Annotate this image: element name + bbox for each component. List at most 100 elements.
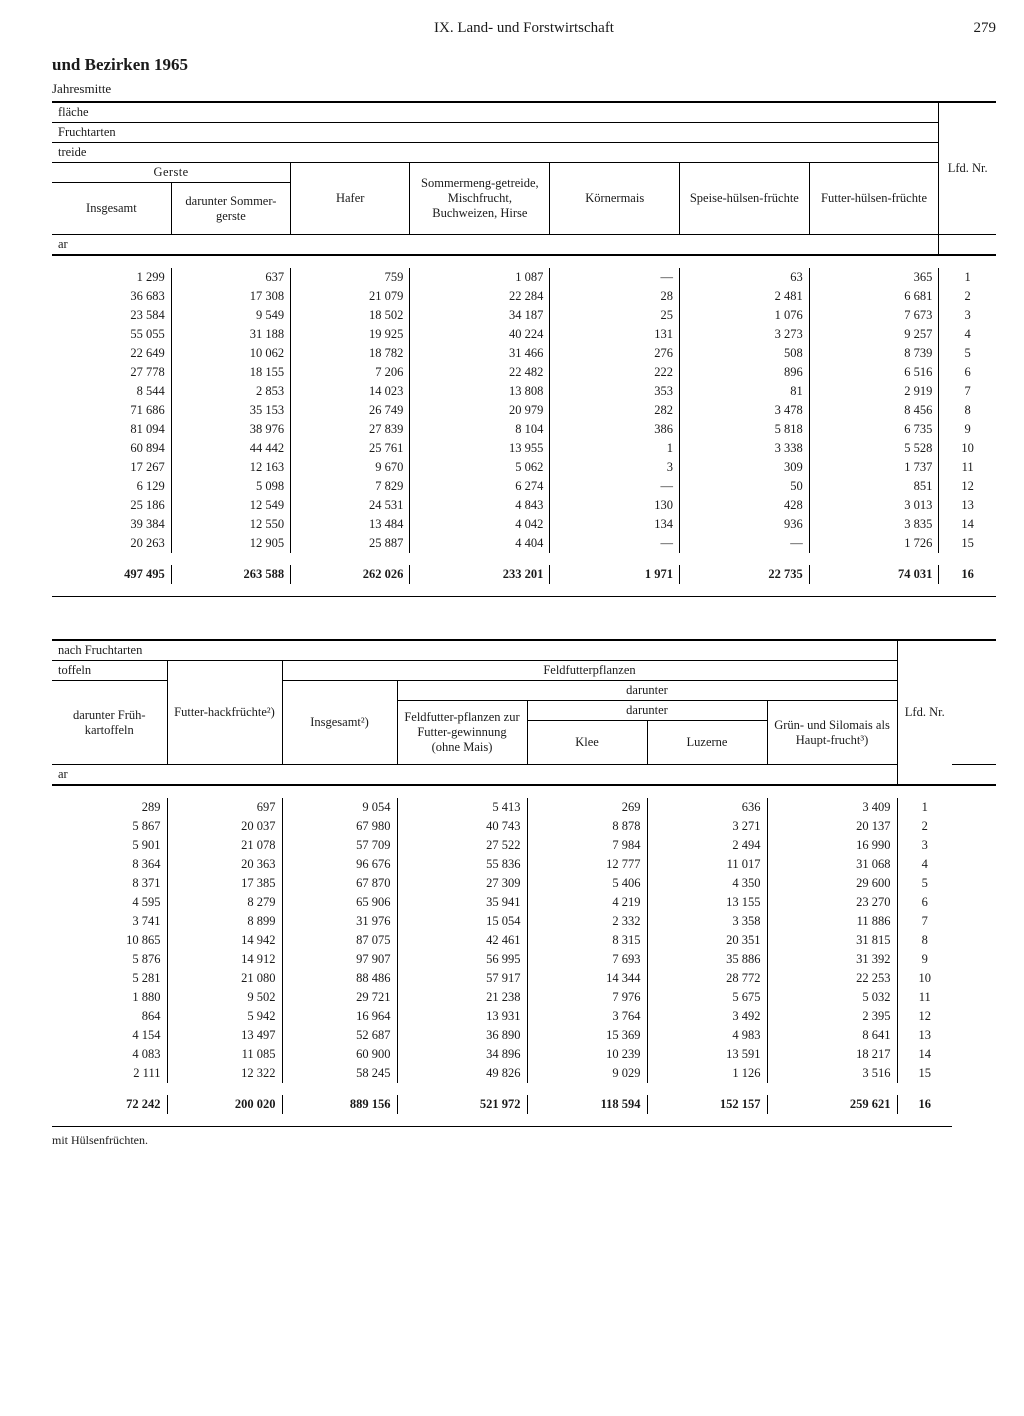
cell: — — [550, 477, 680, 496]
cell: 282 — [550, 401, 680, 420]
lfd-cell: 16 — [897, 1095, 952, 1114]
cell: 58 245 — [282, 1064, 397, 1083]
cell: 851 — [809, 477, 939, 496]
table-row: 20 26312 90525 8874 404——1 72615 — [52, 534, 996, 553]
hdr-feldfutter-group: Feldfutterpflanzen — [282, 661, 897, 681]
cell: 63 — [680, 268, 810, 287]
table-1: flächeLfd. Nr. Fruchtarten treide Gerste… — [52, 101, 996, 597]
cell: 14 344 — [527, 969, 647, 988]
table-row: 5 90121 07857 70927 5227 9842 49416 9903 — [52, 836, 996, 855]
cell: 7 829 — [291, 477, 410, 496]
table-row: 5 86720 03767 98040 7438 8783 27120 1372 — [52, 817, 996, 836]
cell: 1 726 — [809, 534, 939, 553]
cell: 31 068 — [767, 855, 897, 874]
lfd-cell: 4 — [897, 855, 952, 874]
cell: 12 163 — [171, 458, 290, 477]
cell: 5 098 — [171, 477, 290, 496]
table-row: 23 5849 54918 50234 187251 0767 6733 — [52, 306, 996, 325]
table-row: 1 8809 50229 72121 2387 9765 6755 03211 — [52, 988, 996, 1007]
cell: 88 486 — [282, 969, 397, 988]
cell: 6 274 — [410, 477, 550, 496]
hdr-fruehkart: darunter Früh-kartoffeln — [52, 681, 167, 765]
cell: 1 299 — [52, 268, 171, 287]
cell: 697 — [167, 798, 282, 817]
lfd-cell: 7 — [939, 382, 996, 401]
table-row: 8 36420 36396 67655 83612 77711 01731 06… — [52, 855, 996, 874]
cell: 26 749 — [291, 401, 410, 420]
cell: 386 — [550, 420, 680, 439]
cell: 31 466 — [410, 344, 550, 363]
cell: 6 681 — [809, 287, 939, 306]
cell: 4 350 — [647, 874, 767, 893]
cell: 20 263 — [52, 534, 171, 553]
cell: 15 369 — [527, 1026, 647, 1045]
cell: 21 080 — [167, 969, 282, 988]
cell: 14 912 — [167, 950, 282, 969]
cell: 12 322 — [167, 1064, 282, 1083]
cell: 5 062 — [410, 458, 550, 477]
table-row: 3 7418 89931 97615 0542 3323 35811 8867 — [52, 912, 996, 931]
lfd-cell: 5 — [897, 874, 952, 893]
cell: 42 461 — [397, 931, 527, 950]
cell: 12 905 — [171, 534, 290, 553]
table-row: 17 26712 1639 6705 06233091 73711 — [52, 458, 996, 477]
cell: 36 890 — [397, 1026, 527, 1045]
cell: 8 364 — [52, 855, 167, 874]
lfd-cell: 13 — [939, 496, 996, 515]
cell: 81 — [680, 382, 810, 401]
cell: 31 392 — [767, 950, 897, 969]
cell: 8 878 — [527, 817, 647, 836]
hdr-luzerne: Luzerne — [647, 721, 767, 765]
total-cell: 497 495 — [52, 565, 171, 584]
lfd-cell: 2 — [939, 287, 996, 306]
cell: 9 054 — [282, 798, 397, 817]
cell: 22 482 — [410, 363, 550, 382]
cell: 3 013 — [809, 496, 939, 515]
cell: 35 886 — [647, 950, 767, 969]
cell: 12 777 — [527, 855, 647, 874]
cell: 13 591 — [647, 1045, 767, 1064]
cell: 3 273 — [680, 325, 810, 344]
footnote: mit Hülsenfrüchten. — [52, 1133, 996, 1148]
cell: 636 — [647, 798, 767, 817]
cell: 2 494 — [647, 836, 767, 855]
hdr-fruchtarten: Fruchtarten — [52, 123, 939, 143]
lfd-cell: 1 — [939, 268, 996, 287]
lfd-cell: 2 — [897, 817, 952, 836]
cell: 28 — [550, 287, 680, 306]
cell: 1 737 — [809, 458, 939, 477]
cell: 13 808 — [410, 382, 550, 401]
cell: 15 054 — [397, 912, 527, 931]
total-cell: 200 020 — [167, 1095, 282, 1114]
cell: 309 — [680, 458, 810, 477]
cell: 3 764 — [527, 1007, 647, 1026]
lfd-cell: 14 — [897, 1045, 952, 1064]
cell: 2 111 — [52, 1064, 167, 1083]
page-number: 279 — [974, 20, 997, 37]
cell: 11 886 — [767, 912, 897, 931]
cell: 52 687 — [282, 1026, 397, 1045]
lfd-cell: 14 — [939, 515, 996, 534]
cell: 57 917 — [397, 969, 527, 988]
cell: 3 409 — [767, 798, 897, 817]
cell: 8 456 — [809, 401, 939, 420]
table-row: 5 28121 08088 48657 91714 34428 77222 25… — [52, 969, 996, 988]
cell: — — [550, 268, 680, 287]
cell: 2 395 — [767, 1007, 897, 1026]
cell: 6 735 — [809, 420, 939, 439]
cell: 134 — [550, 515, 680, 534]
total-cell: 72 242 — [52, 1095, 167, 1114]
cell: 3 — [550, 458, 680, 477]
cell: 17 385 — [167, 874, 282, 893]
hdr-lfd2: Lfd. Nr. — [897, 640, 952, 785]
hdr-unit2: ar — [52, 765, 897, 786]
cell: 10 239 — [527, 1045, 647, 1064]
cell: 36 683 — [52, 287, 171, 306]
cell: 759 — [291, 268, 410, 287]
cell: 27 778 — [52, 363, 171, 382]
table-row: 71 68635 15326 74920 9792823 4788 4568 — [52, 401, 996, 420]
hdr-insgesamt: Insgesamt — [52, 183, 171, 235]
total-cell: 22 735 — [680, 565, 810, 584]
lfd-cell: 4 — [939, 325, 996, 344]
cell: 9 502 — [167, 988, 282, 1007]
